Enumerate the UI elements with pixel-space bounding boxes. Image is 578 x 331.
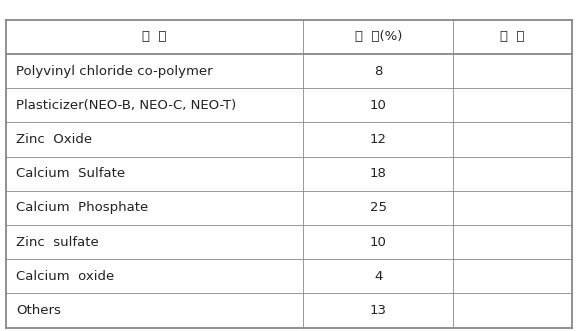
Text: 18: 18 [370, 167, 387, 180]
Text: Calcium  Phosphate: Calcium Phosphate [16, 202, 149, 214]
Text: 10: 10 [370, 236, 387, 249]
Text: 8: 8 [374, 65, 383, 78]
Text: 13: 13 [370, 304, 387, 317]
Text: 10: 10 [370, 99, 387, 112]
Text: 함  량(%): 함 량(%) [354, 30, 402, 43]
Text: Calcium  Sulfate: Calcium Sulfate [16, 167, 125, 180]
Text: 25: 25 [370, 202, 387, 214]
Text: 12: 12 [370, 133, 387, 146]
Text: 4: 4 [374, 270, 383, 283]
Text: Calcium  oxide: Calcium oxide [16, 270, 114, 283]
Text: Zinc  Oxide: Zinc Oxide [16, 133, 92, 146]
Text: Plasticizer(NEO-B, NEO-C, NEO-T): Plasticizer(NEO-B, NEO-C, NEO-T) [16, 99, 236, 112]
Text: Zinc  sulfate: Zinc sulfate [16, 236, 99, 249]
Text: 비  고: 비 고 [501, 30, 525, 43]
Text: 성  분: 성 분 [142, 30, 166, 43]
Text: Polyvinyl chloride co-polymer: Polyvinyl chloride co-polymer [16, 65, 213, 78]
Text: Others: Others [16, 304, 61, 317]
